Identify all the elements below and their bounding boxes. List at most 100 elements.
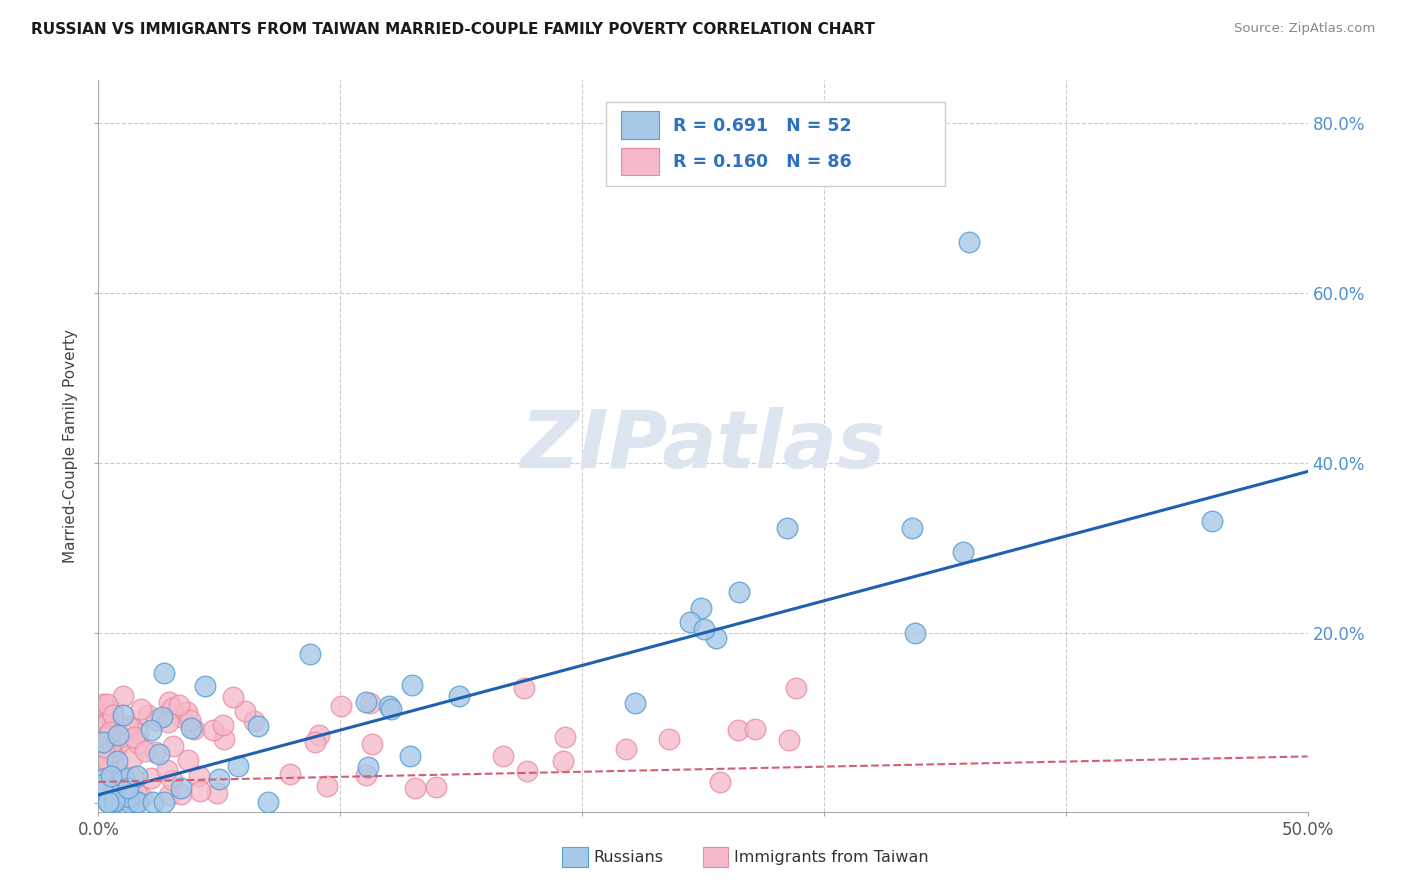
Point — [554, 730, 576, 744]
Point — [94, 701, 117, 715]
Point — [110, 787, 132, 801]
Point — [120, 720, 142, 734]
Point — [104, 795, 127, 809]
Point — [170, 780, 193, 795]
Point — [298, 647, 321, 661]
Point — [183, 722, 205, 736]
Text: R = 0.160   N = 86: R = 0.160 N = 86 — [672, 153, 852, 171]
Point — [162, 739, 184, 754]
Point — [658, 731, 681, 746]
Point — [359, 696, 381, 710]
Point — [96, 698, 118, 712]
Point — [96, 729, 118, 743]
Point — [118, 790, 141, 805]
Point — [242, 714, 264, 728]
Point — [105, 754, 128, 768]
Point — [208, 772, 231, 786]
Point — [98, 724, 121, 739]
Point — [150, 710, 173, 724]
Point — [360, 737, 382, 751]
Text: Russians: Russians — [593, 850, 664, 864]
Point — [125, 795, 148, 809]
Point — [100, 746, 122, 760]
Point — [901, 520, 924, 534]
Point — [91, 697, 114, 711]
Point — [678, 615, 700, 630]
Point — [167, 698, 190, 712]
Point — [136, 708, 159, 723]
Point — [157, 715, 180, 730]
Point — [112, 690, 135, 704]
Point — [103, 794, 125, 808]
Point — [624, 696, 647, 710]
Point — [785, 681, 807, 696]
Point — [180, 721, 202, 735]
Point — [315, 779, 337, 793]
Point — [97, 795, 120, 809]
Point — [1201, 514, 1223, 528]
Point — [404, 780, 426, 795]
Point — [107, 739, 129, 754]
Point — [330, 698, 353, 713]
Point — [110, 789, 132, 803]
Point — [97, 795, 120, 809]
Point — [91, 751, 114, 765]
Point — [709, 775, 731, 789]
Point — [153, 666, 176, 681]
Point — [201, 723, 224, 737]
Point — [91, 747, 114, 762]
Point — [134, 744, 156, 758]
Text: RUSSIAN VS IMMIGRANTS FROM TAIWAN MARRIED-COUPLE FAMILY POVERTY CORRELATION CHAR: RUSSIAN VS IMMIGRANTS FROM TAIWAN MARRIE… — [31, 22, 875, 37]
Point — [205, 786, 228, 800]
Point — [194, 679, 217, 693]
Point — [98, 739, 121, 754]
Point — [108, 730, 131, 744]
Text: ZIPatlas: ZIPatlas — [520, 407, 886, 485]
Point — [211, 718, 233, 732]
Point — [91, 705, 114, 719]
Point — [107, 728, 129, 742]
Point — [111, 707, 134, 722]
Point — [160, 701, 183, 715]
Point — [380, 702, 402, 716]
Point — [156, 764, 179, 778]
Point — [100, 769, 122, 783]
Point — [141, 723, 163, 738]
Point — [727, 723, 749, 738]
Point — [728, 585, 751, 599]
Point — [103, 776, 125, 790]
Bar — [621, 111, 659, 139]
Point — [121, 751, 143, 765]
Point — [100, 780, 122, 794]
Point — [425, 780, 447, 794]
Point — [122, 770, 145, 784]
Point — [257, 795, 280, 809]
Point — [513, 681, 536, 695]
Point — [704, 631, 727, 645]
Point — [131, 790, 153, 805]
Point — [188, 769, 211, 783]
Point — [91, 735, 114, 749]
Point — [91, 777, 114, 791]
Point — [127, 736, 149, 750]
Point — [354, 768, 377, 782]
Point — [177, 753, 200, 767]
Point — [692, 623, 714, 637]
Point — [179, 713, 201, 727]
Point — [690, 601, 713, 615]
Point — [776, 521, 799, 535]
Point — [125, 769, 148, 783]
Point — [304, 735, 326, 749]
Point — [131, 702, 153, 716]
Text: R = 0.691   N = 52: R = 0.691 N = 52 — [672, 117, 852, 135]
Point — [516, 764, 538, 778]
FancyBboxPatch shape — [606, 103, 945, 186]
Point — [399, 748, 422, 763]
Point — [98, 725, 121, 739]
Point — [957, 235, 980, 249]
Point — [110, 768, 132, 782]
Point — [159, 695, 181, 709]
Point — [157, 788, 180, 802]
Point — [96, 756, 118, 770]
Point — [112, 772, 135, 786]
